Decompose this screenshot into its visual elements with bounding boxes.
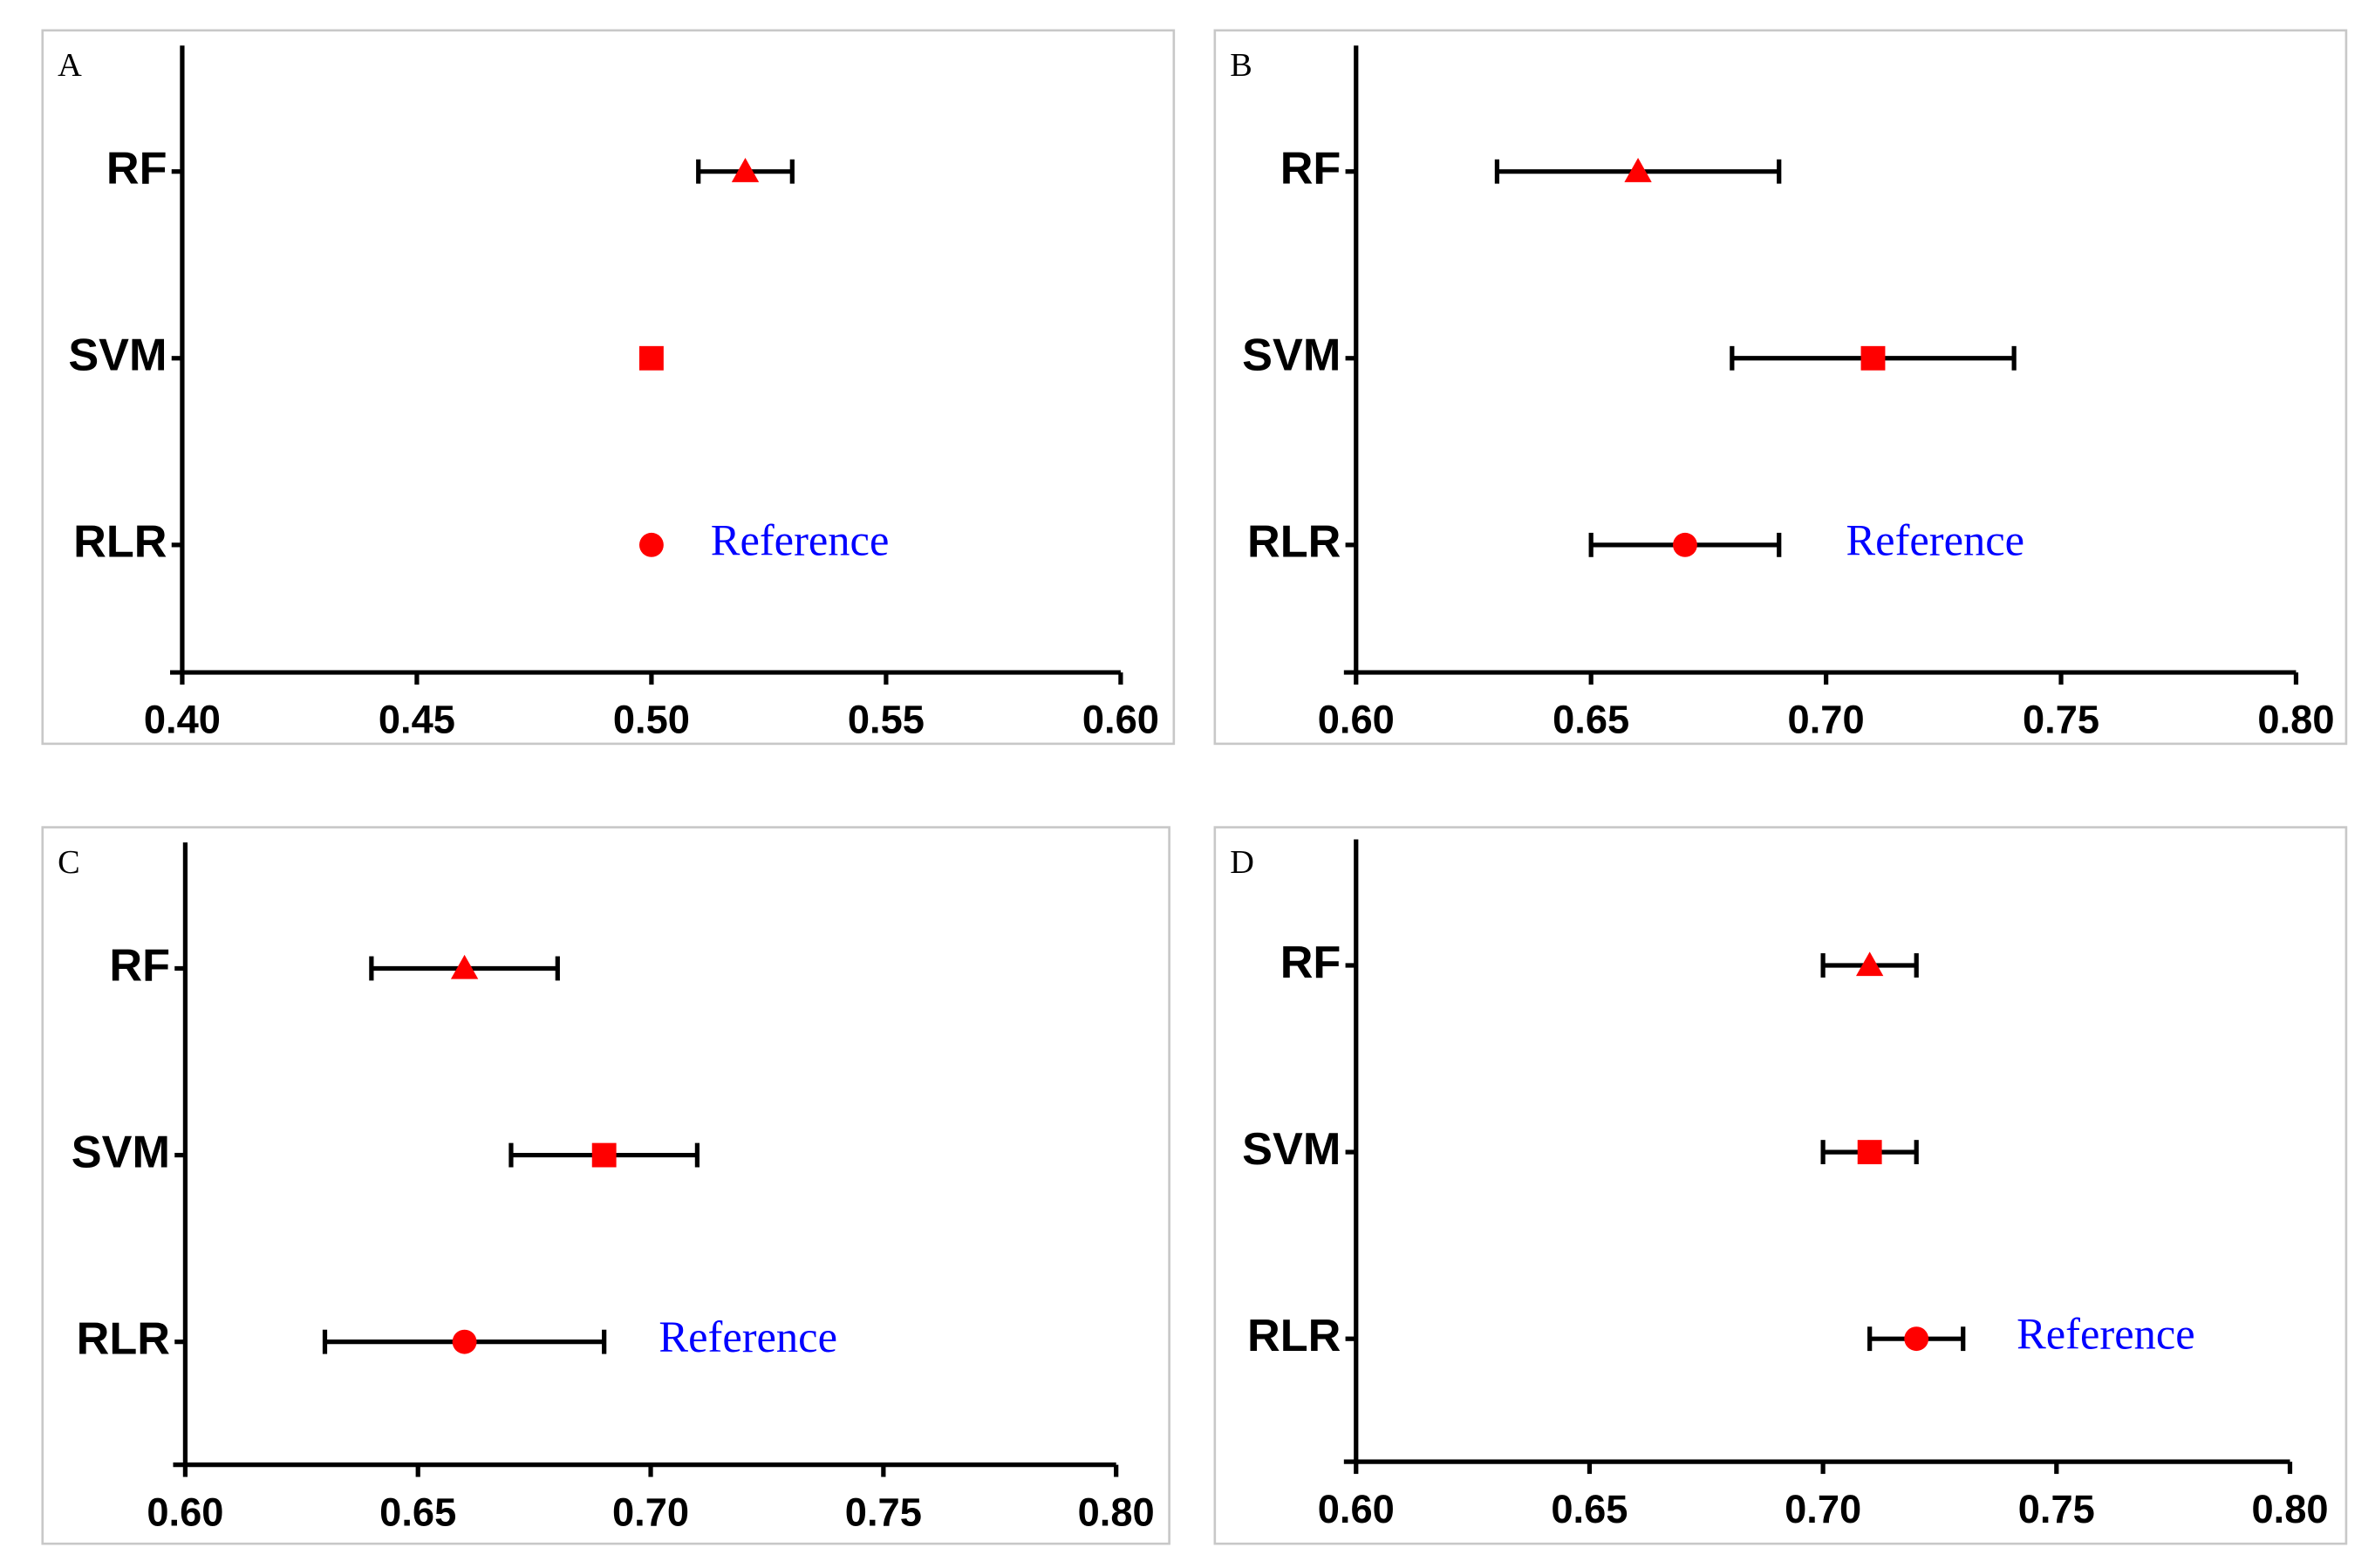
annotation: Reference (711, 515, 890, 564)
panel-frame (41, 826, 1170, 1545)
x-tick-label: 0.65 (1551, 1487, 1628, 1531)
x-tick-label: 0.80 (2251, 1487, 2328, 1531)
annotation: Reference (659, 1312, 837, 1361)
y-tick-label: RLR (1247, 517, 1341, 568)
x-tick-label: 0.65 (379, 1490, 456, 1534)
marker (591, 1142, 617, 1168)
marker (450, 954, 479, 979)
x-tick-label: 0.60 (1082, 698, 1159, 742)
panel-frame (41, 29, 1176, 746)
panel-label: C (58, 844, 80, 881)
panel-frame (1213, 29, 2348, 746)
panel-label: D (1230, 844, 1254, 881)
y-tick-label: RLR (73, 517, 167, 568)
panel-label: A (58, 47, 82, 84)
x-tick-label: 0.75 (2023, 698, 2099, 742)
y-tick-label: RLR (1247, 1311, 1341, 1361)
y-tick-label: RF (109, 940, 170, 991)
annotation: Reference (1846, 515, 2025, 564)
x-tick-label: 0.65 (1553, 698, 1629, 742)
y-tick-label: RF (1280, 937, 1341, 988)
x-tick-label: 0.50 (613, 698, 690, 742)
marker (731, 158, 760, 182)
y-tick-label: RF (1280, 143, 1341, 194)
panel-frame (1213, 826, 2348, 1545)
y-tick-label: RLR (77, 1313, 170, 1364)
x-tick-label: 0.60 (147, 1490, 223, 1534)
marker (1624, 158, 1652, 182)
marker (1904, 1326, 1929, 1352)
x-tick-label: 0.75 (845, 1490, 922, 1534)
marker (1855, 951, 1884, 977)
x-tick-label: 0.60 (1318, 698, 1395, 742)
x-tick-label: 0.45 (379, 698, 455, 742)
annotation: Reference (2017, 1310, 2195, 1359)
x-tick-label: 0.40 (144, 698, 221, 742)
marker (1673, 532, 1697, 557)
x-tick-label: 0.70 (1785, 1487, 1861, 1531)
x-tick-label: 0.60 (1318, 1487, 1395, 1531)
marker (452, 1329, 477, 1354)
marker (1857, 1140, 1882, 1165)
panel-label: B (1230, 47, 1252, 84)
x-tick-label: 0.80 (1078, 1490, 1155, 1534)
y-tick-label: RF (106, 143, 167, 194)
y-tick-label: SVM (72, 1127, 170, 1177)
x-tick-label: 0.80 (2257, 698, 2334, 742)
x-tick-label: 0.70 (612, 1490, 689, 1534)
x-tick-label: 0.75 (2018, 1487, 2095, 1531)
y-tick-label: SVM (1242, 1124, 1341, 1175)
marker (638, 532, 664, 557)
x-tick-label: 0.55 (848, 698, 925, 742)
y-tick-label: SVM (1242, 331, 1341, 381)
marker (638, 345, 664, 371)
x-tick-label: 0.70 (1788, 698, 1865, 742)
marker (1860, 345, 1886, 371)
y-tick-label: SVM (68, 331, 167, 381)
